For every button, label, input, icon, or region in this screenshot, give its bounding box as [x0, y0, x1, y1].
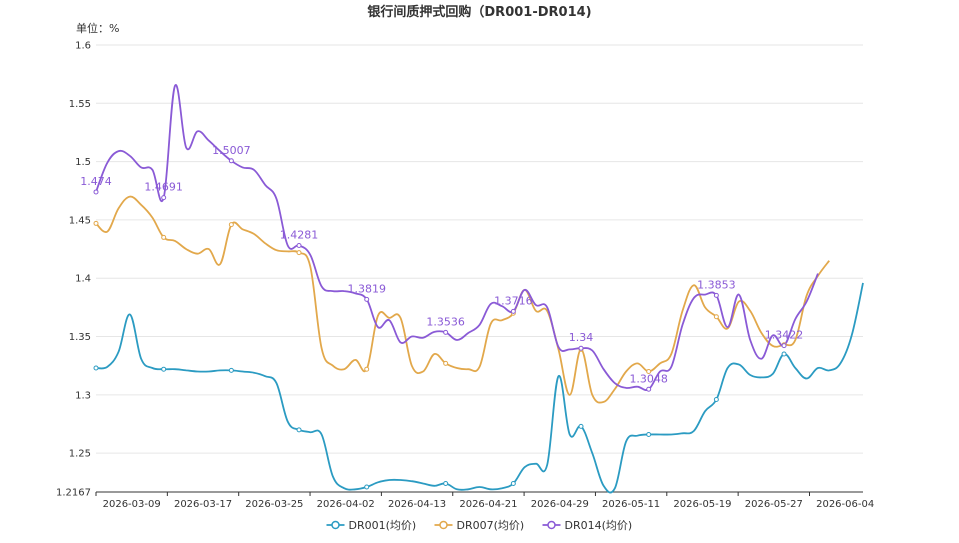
series-layer	[95, 84, 864, 494]
data-point	[443, 480, 449, 486]
data-point	[781, 343, 787, 349]
label-layer: 1.474 1.4691 1.5007 1.4281 1.3819 1.3536 1.371…	[80, 144, 803, 385]
data-point	[443, 360, 449, 366]
data-point	[161, 234, 167, 240]
data-label: 1.34	[569, 331, 594, 344]
data-point	[646, 369, 652, 375]
unit-label: 单位：%	[76, 21, 119, 35]
data-point	[364, 296, 370, 302]
data-point	[228, 367, 234, 373]
data-label: 1.3716	[494, 294, 533, 307]
x-tick-label: 2026-06-04	[816, 499, 874, 510]
x-tick-label: 2026-04-21	[459, 499, 517, 510]
legend-marker	[439, 520, 448, 530]
y-tick-label: 1.2167	[56, 488, 91, 499]
legend-label: DR014(均价)	[565, 519, 633, 532]
data-point	[713, 397, 719, 403]
series-line-2	[95, 195, 830, 404]
grid-layer	[96, 44, 863, 454]
data-point	[228, 222, 234, 228]
data-point	[713, 292, 719, 298]
data-point	[781, 351, 787, 357]
data-label: 1.474	[80, 175, 112, 188]
x-tick-label: 2026-05-27	[745, 499, 803, 510]
x-tick-label: 2026-04-13	[388, 499, 446, 510]
x-tick-label: 2026-04-02	[317, 499, 375, 510]
x-tick-label: 2026-03-09	[103, 499, 161, 510]
y-tick-label: 1.55	[69, 99, 91, 110]
legend-label: DR007(均价)	[457, 519, 525, 532]
data-label: 1.3536	[426, 315, 465, 328]
legend: DR001(均价) DR007(均价) DR014(均价)	[326, 519, 633, 532]
x-tick-label: 2026-04-29	[531, 499, 589, 510]
marker-layer	[93, 158, 787, 490]
data-point	[296, 427, 302, 433]
y-tick-label: 1.4	[75, 274, 91, 285]
data-point	[93, 189, 99, 195]
series-line-1	[95, 282, 864, 494]
y-tick-label: 1.6	[75, 41, 91, 52]
data-point	[578, 423, 584, 429]
legend-marker	[331, 520, 340, 530]
data-label: 1.4691	[144, 181, 183, 194]
data-label: 1.3819	[347, 282, 386, 295]
x-tick-label: 2026-03-17	[174, 499, 232, 510]
data-point	[510, 308, 516, 314]
legend-item-3[interactable]: DR014(均价)	[542, 519, 633, 532]
series-line-3	[95, 84, 819, 391]
data-point	[296, 250, 302, 256]
data-point	[713, 314, 719, 320]
data-point	[646, 432, 652, 438]
data-point	[93, 220, 99, 226]
data-point	[296, 242, 302, 248]
y-tick-label: 1.5	[75, 157, 91, 168]
x-tick-label: 2026-03-25	[245, 499, 303, 510]
legend-label: DR001(均价)	[349, 519, 417, 532]
data-point	[228, 158, 234, 164]
axis-layer: 1.2167 1.25 1.3 1.35 1.4 1.45 1.5 1.55 1.6 2026-0…	[56, 41, 874, 511]
y-tick-label: 1.35	[69, 332, 91, 343]
legend-item-1[interactable]: DR001(均价)	[326, 519, 417, 532]
data-point	[161, 366, 167, 372]
x-tick-label: 2026-05-11	[602, 499, 660, 510]
y-tick-label: 1.25	[69, 449, 91, 460]
data-label: 1.4281	[280, 228, 319, 241]
data-label: 1.3853	[697, 278, 736, 291]
y-tick-label: 1.45	[69, 215, 91, 226]
data-label: 1.3048	[629, 372, 668, 385]
legend-item-2[interactable]: DR007(均价)	[434, 519, 525, 532]
data-point	[578, 345, 584, 351]
data-label: 1.3422	[765, 329, 804, 342]
data-point	[93, 365, 99, 371]
chart-title: 银行间质押式回购（DR001-DR014)	[367, 4, 591, 20]
data-point	[364, 484, 370, 490]
y-tick-label: 1.3	[75, 390, 91, 401]
data-point	[161, 195, 167, 201]
data-point	[510, 480, 516, 486]
legend-marker	[547, 520, 556, 530]
data-point	[646, 386, 652, 392]
x-tick-label: 2026-05-19	[673, 499, 731, 510]
data-point	[443, 329, 449, 335]
data-label: 1.5007	[212, 144, 251, 157]
data-point	[364, 366, 370, 372]
